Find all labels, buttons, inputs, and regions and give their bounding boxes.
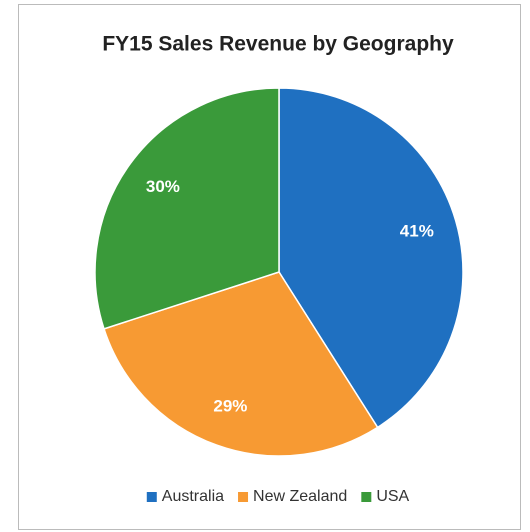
pie-slice [278, 87, 464, 429]
data-label: 41% [400, 221, 434, 240]
pie-slice [94, 87, 280, 330]
legend-swatch [361, 492, 372, 502]
data-label: 29% [213, 397, 247, 416]
legend-label: Australia [162, 488, 224, 505]
legend-swatch [146, 492, 157, 502]
legend-swatch [238, 492, 249, 502]
legend-label: New Zealand [253, 488, 347, 505]
chart-title: FY15 Sales Revenue by Geography [102, 33, 454, 56]
legend-label: USA [376, 488, 409, 505]
pie-slice [103, 271, 379, 457]
data-label: 30% [146, 177, 180, 196]
